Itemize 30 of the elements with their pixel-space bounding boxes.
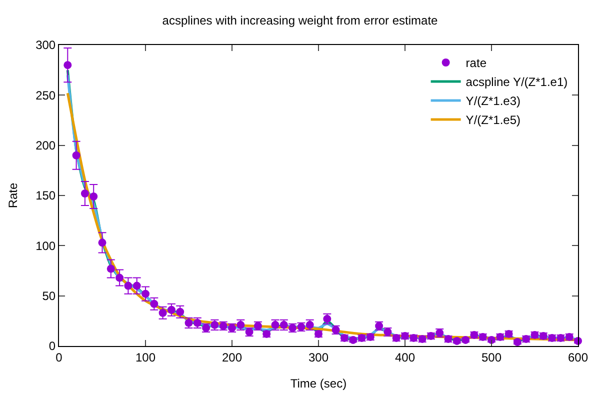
x-tick-label: 300 [308, 350, 329, 364]
x-tick-label: 500 [481, 350, 502, 364]
y-tick-label: 250 [36, 88, 56, 102]
point [80, 189, 89, 198]
y-tick-label: 50 [42, 289, 56, 304]
legend-label: rate [466, 56, 487, 70]
legend-label: Y/(Z*1.e5) [466, 113, 520, 128]
y-axis-title: Rate [6, 182, 20, 208]
point [142, 290, 150, 298]
point [72, 151, 80, 160]
y-tick-label: 100 [36, 238, 56, 253]
x-tick-label: 200 [222, 350, 242, 364]
x-tick-label: 100 [135, 350, 156, 364]
point [124, 282, 132, 290]
y-tick-label: 300 [36, 38, 56, 52]
x-axis-title: Time (sec) [290, 376, 347, 390]
legend-label: Y/(Z*1.e3) [466, 94, 520, 108]
y-tick-label: 200 [36, 138, 56, 153]
chart-title: acsplines with increasing weight from error estimate [162, 13, 438, 28]
point [132, 282, 141, 290]
point [106, 264, 115, 273]
y-tick-label: 0 [48, 339, 56, 354]
point [90, 192, 98, 200]
point [98, 238, 106, 247]
x-tick-label: 600 [568, 350, 588, 364]
point [64, 61, 72, 70]
legend-label: acspline Y/(Z*1.e1) [466, 75, 568, 90]
y-tick-label: 150 [36, 188, 56, 203]
x-tick-label: 400 [394, 350, 416, 364]
point [116, 274, 124, 282]
